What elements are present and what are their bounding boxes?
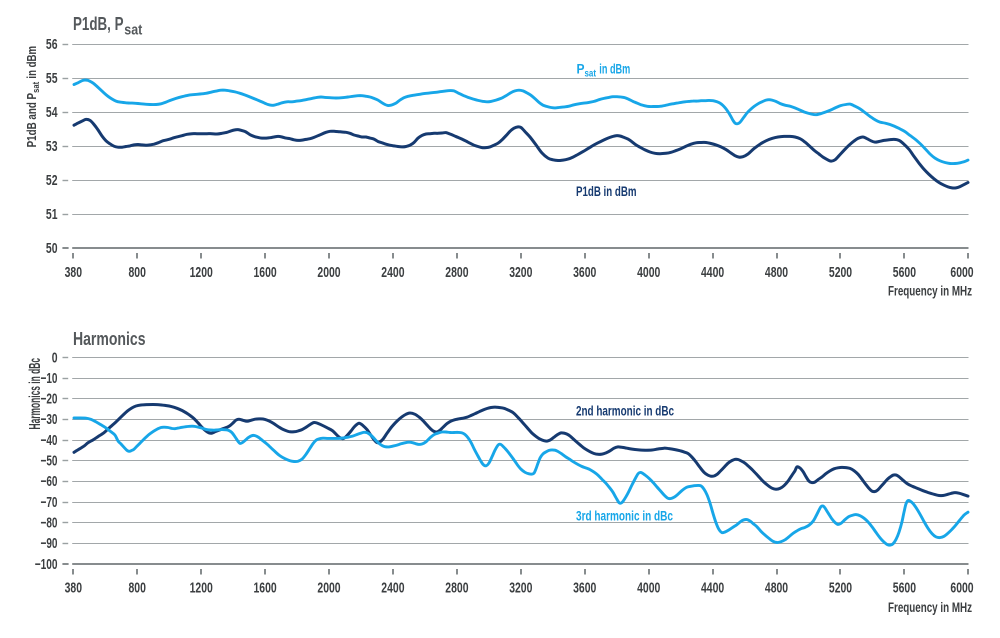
svg-text:sat: sat — [585, 69, 597, 80]
svg-text:52: 52 — [46, 173, 58, 189]
svg-text:4800: 4800 — [765, 580, 788, 596]
svg-text:2000: 2000 — [317, 580, 340, 596]
svg-text:6000: 6000 — [950, 580, 973, 596]
svg-text:6000: 6000 — [950, 265, 973, 281]
svg-text:P1dB and P: P1dB and P — [24, 93, 39, 148]
svg-text:2nd harmonic in dBc: 2nd harmonic in dBc — [576, 403, 674, 418]
svg-text:5200: 5200 — [829, 265, 852, 281]
svg-text:1600: 1600 — [254, 580, 277, 596]
svg-text:3600: 3600 — [573, 580, 596, 596]
svg-text:54: 54 — [46, 105, 58, 121]
svg-text:Harmonics: Harmonics — [73, 329, 146, 349]
svg-text:800: 800 — [129, 265, 146, 281]
svg-text:−20: −20 — [41, 392, 58, 408]
svg-text:−90: −90 — [41, 536, 58, 552]
svg-text:P1dB, P: P1dB, P — [73, 14, 124, 34]
svg-text:56: 56 — [46, 37, 58, 53]
svg-text:−40: −40 — [41, 433, 58, 449]
svg-text:2400: 2400 — [381, 580, 404, 596]
svg-text:3200: 3200 — [509, 265, 532, 281]
svg-text:Frequency in MHz: Frequency in MHz — [888, 283, 972, 299]
svg-text:51: 51 — [46, 207, 58, 223]
svg-text:−60: −60 — [41, 474, 58, 490]
svg-text:−10: −10 — [41, 371, 58, 387]
svg-text:2400: 2400 — [381, 265, 404, 281]
svg-text:5200: 5200 — [829, 580, 852, 596]
svg-text:4000: 4000 — [637, 580, 660, 596]
svg-text:1200: 1200 — [190, 265, 213, 281]
svg-text:−70: −70 — [41, 495, 58, 511]
svg-text:1200: 1200 — [190, 580, 213, 596]
svg-text:Harmonics in dBc: Harmonics in dBc — [27, 358, 44, 430]
svg-text:55: 55 — [46, 71, 58, 87]
svg-text:4800: 4800 — [765, 265, 788, 281]
svg-text:53: 53 — [46, 139, 58, 155]
svg-text:3600: 3600 — [573, 265, 596, 281]
svg-text:in dBm: in dBm — [24, 46, 39, 79]
svg-text:P1dB in dBm: P1dB in dBm — [576, 184, 637, 199]
svg-text:5600: 5600 — [893, 580, 916, 596]
svg-text:800: 800 — [129, 580, 146, 596]
svg-text:1600: 1600 — [254, 265, 277, 281]
svg-text:Frequency in MHz: Frequency in MHz — [888, 599, 972, 615]
svg-text:0: 0 — [52, 350, 58, 366]
svg-text:in dBm: in dBm — [599, 62, 630, 77]
svg-text:380: 380 — [65, 580, 82, 596]
svg-text:−80: −80 — [41, 516, 58, 532]
svg-text:4000: 4000 — [637, 265, 660, 281]
svg-text:5600: 5600 — [893, 265, 916, 281]
svg-text:sat: sat — [31, 81, 42, 93]
svg-text:sat: sat — [124, 23, 142, 39]
svg-text:4400: 4400 — [701, 265, 724, 281]
svg-text:3200: 3200 — [509, 580, 532, 596]
svg-text:−50: −50 — [41, 454, 58, 470]
svg-text:−30: −30 — [41, 412, 58, 428]
svg-text:3rd harmonic in dBc: 3rd harmonic in dBc — [576, 508, 673, 523]
svg-text:2000: 2000 — [317, 265, 340, 281]
svg-text:2800: 2800 — [445, 265, 468, 281]
svg-text:50: 50 — [46, 241, 58, 257]
svg-text:P: P — [577, 62, 585, 77]
svg-text:2800: 2800 — [445, 580, 468, 596]
svg-text:4400: 4400 — [701, 580, 724, 596]
svg-text:380: 380 — [65, 265, 82, 281]
svg-text:−100: −100 — [35, 557, 58, 573]
